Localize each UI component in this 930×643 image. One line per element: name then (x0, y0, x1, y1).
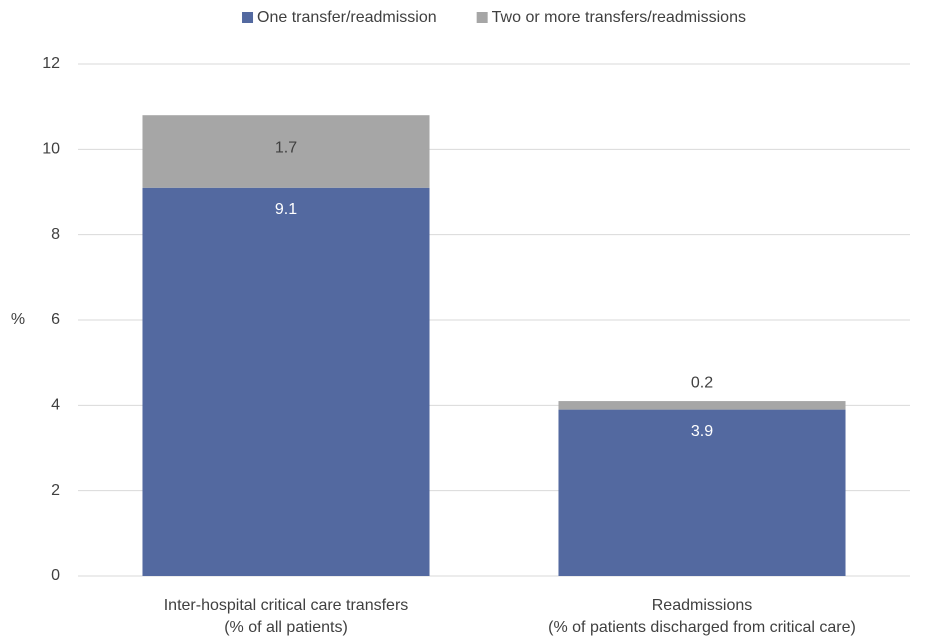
x-tick-label: Readmissions (652, 597, 752, 614)
y-tick-label: 2 (51, 482, 60, 499)
y-tick-label: 4 (51, 397, 60, 414)
y-tick-label: 0 (51, 567, 60, 584)
legend-label: Two or more transfers/readmissions (492, 9, 746, 26)
x-tick-label: (% of patients discharged from critical … (548, 619, 856, 636)
y-axis-label: % (11, 311, 25, 328)
legend-swatch (242, 12, 254, 23)
data-label: 1.7 (275, 140, 297, 157)
legend-label: One transfer/readmission (257, 9, 437, 26)
bar-segment (558, 401, 846, 410)
x-tick-label: (% of all patients) (224, 619, 348, 636)
x-tick-label: Inter-hospital critical care transfers (164, 597, 409, 614)
bar-segment (142, 115, 430, 188)
y-tick-label: 12 (42, 55, 60, 72)
y-tick-label: 8 (51, 226, 60, 243)
bar-segment (142, 187, 430, 576)
data-label: 0.2 (691, 374, 713, 391)
legend-swatch (476, 12, 488, 23)
data-label: 3.9 (691, 423, 713, 440)
y-tick-label: 6 (51, 311, 60, 328)
data-label: 9.1 (275, 201, 297, 218)
bar-segment (558, 409, 846, 576)
y-tick-label: 10 (42, 141, 60, 158)
